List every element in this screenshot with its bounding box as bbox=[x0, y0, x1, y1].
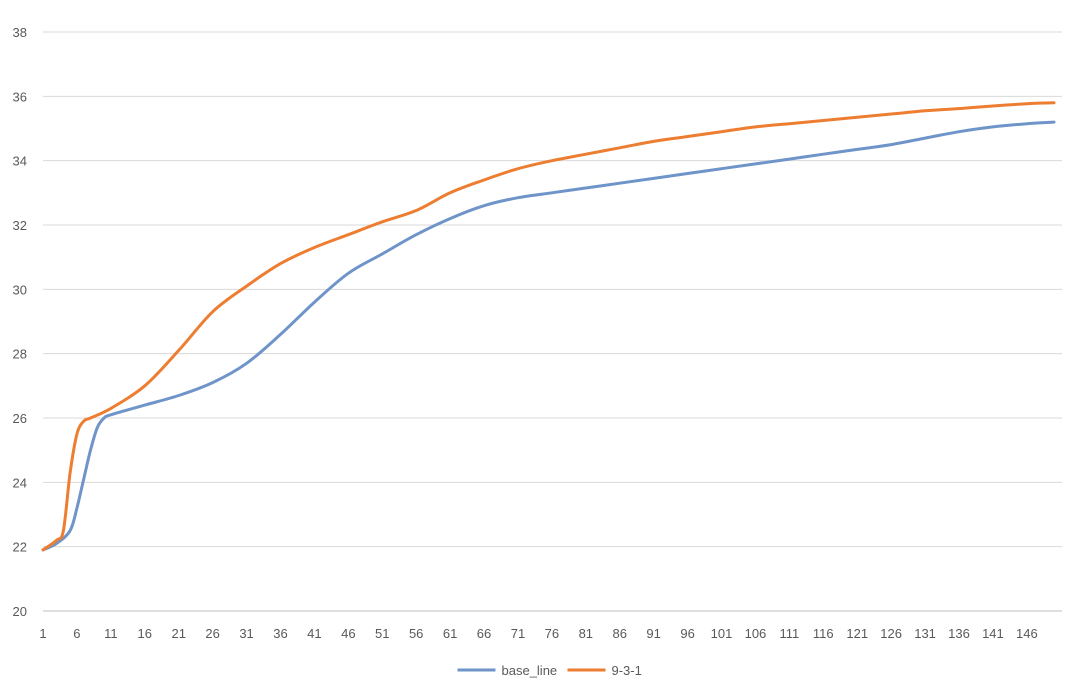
x-tick-label: 106 bbox=[745, 626, 767, 641]
x-tick-label: 41 bbox=[307, 626, 321, 641]
x-tick-label: 21 bbox=[171, 626, 185, 641]
y-tick-label: 30 bbox=[13, 282, 27, 297]
x-tick-label: 36 bbox=[273, 626, 287, 641]
series-line-base-line bbox=[41, 120, 1056, 552]
x-tick-label: 121 bbox=[846, 626, 868, 641]
x-tick-label: 66 bbox=[477, 626, 491, 641]
y-axis: 20 22 24 26 28 30 32 34 36 38 bbox=[13, 25, 27, 619]
x-tick-label: 56 bbox=[409, 626, 423, 641]
x-tick-label: 126 bbox=[880, 626, 902, 641]
legend-label: 9-3-1 bbox=[612, 663, 642, 678]
y-tick-label: 36 bbox=[13, 89, 27, 104]
x-tick-label: 26 bbox=[205, 626, 219, 641]
x-tick-label: 51 bbox=[375, 626, 389, 641]
x-tick-label: 146 bbox=[1016, 626, 1038, 641]
x-tick-label: 116 bbox=[813, 626, 834, 641]
x-tick-label: 1 bbox=[39, 626, 46, 641]
x-tick-label: 136 bbox=[948, 626, 970, 641]
y-tick-label: 34 bbox=[13, 154, 27, 169]
x-tick-label: 16 bbox=[138, 626, 152, 641]
x-tick-label: 91 bbox=[646, 626, 660, 641]
legend-label: base_line bbox=[502, 663, 558, 678]
x-axis: 1 6 11 16 21 26 31 36 41 46 51 56 61 66 71 76 81 86 91 96 10… bbox=[39, 626, 1037, 641]
x-tick-label: 71 bbox=[511, 626, 525, 641]
x-tick-label: 61 bbox=[443, 626, 457, 641]
x-tick-label: 141 bbox=[982, 626, 1004, 641]
x-tick-label: 6 bbox=[73, 626, 80, 641]
legend: base_line 9-3-1 bbox=[457, 663, 642, 678]
x-tick-label: 111 bbox=[779, 626, 799, 641]
x-tick-label: 76 bbox=[545, 626, 559, 641]
y-tick-label: 24 bbox=[13, 475, 27, 490]
x-tick-label: 11 bbox=[104, 626, 118, 641]
y-tick-label: 38 bbox=[13, 25, 27, 40]
x-tick-label: 101 bbox=[711, 626, 733, 641]
series-line-9-3-1 bbox=[41, 101, 1056, 552]
series-lines bbox=[41, 101, 1056, 552]
y-tick-label: 28 bbox=[13, 347, 27, 362]
y-tick-label: 26 bbox=[13, 411, 27, 426]
x-tick-label: 46 bbox=[341, 626, 355, 641]
x-tick-label: 31 bbox=[239, 626, 253, 641]
gridlines bbox=[43, 31, 1062, 612]
x-tick-label: 81 bbox=[579, 626, 593, 641]
x-tick-label: 86 bbox=[613, 626, 627, 641]
x-tick-label: 96 bbox=[680, 626, 694, 641]
y-tick-label: 22 bbox=[13, 540, 27, 555]
x-tick-label: 131 bbox=[914, 626, 936, 641]
y-tick-label: 20 bbox=[13, 604, 27, 619]
y-tick-label: 32 bbox=[13, 218, 27, 233]
